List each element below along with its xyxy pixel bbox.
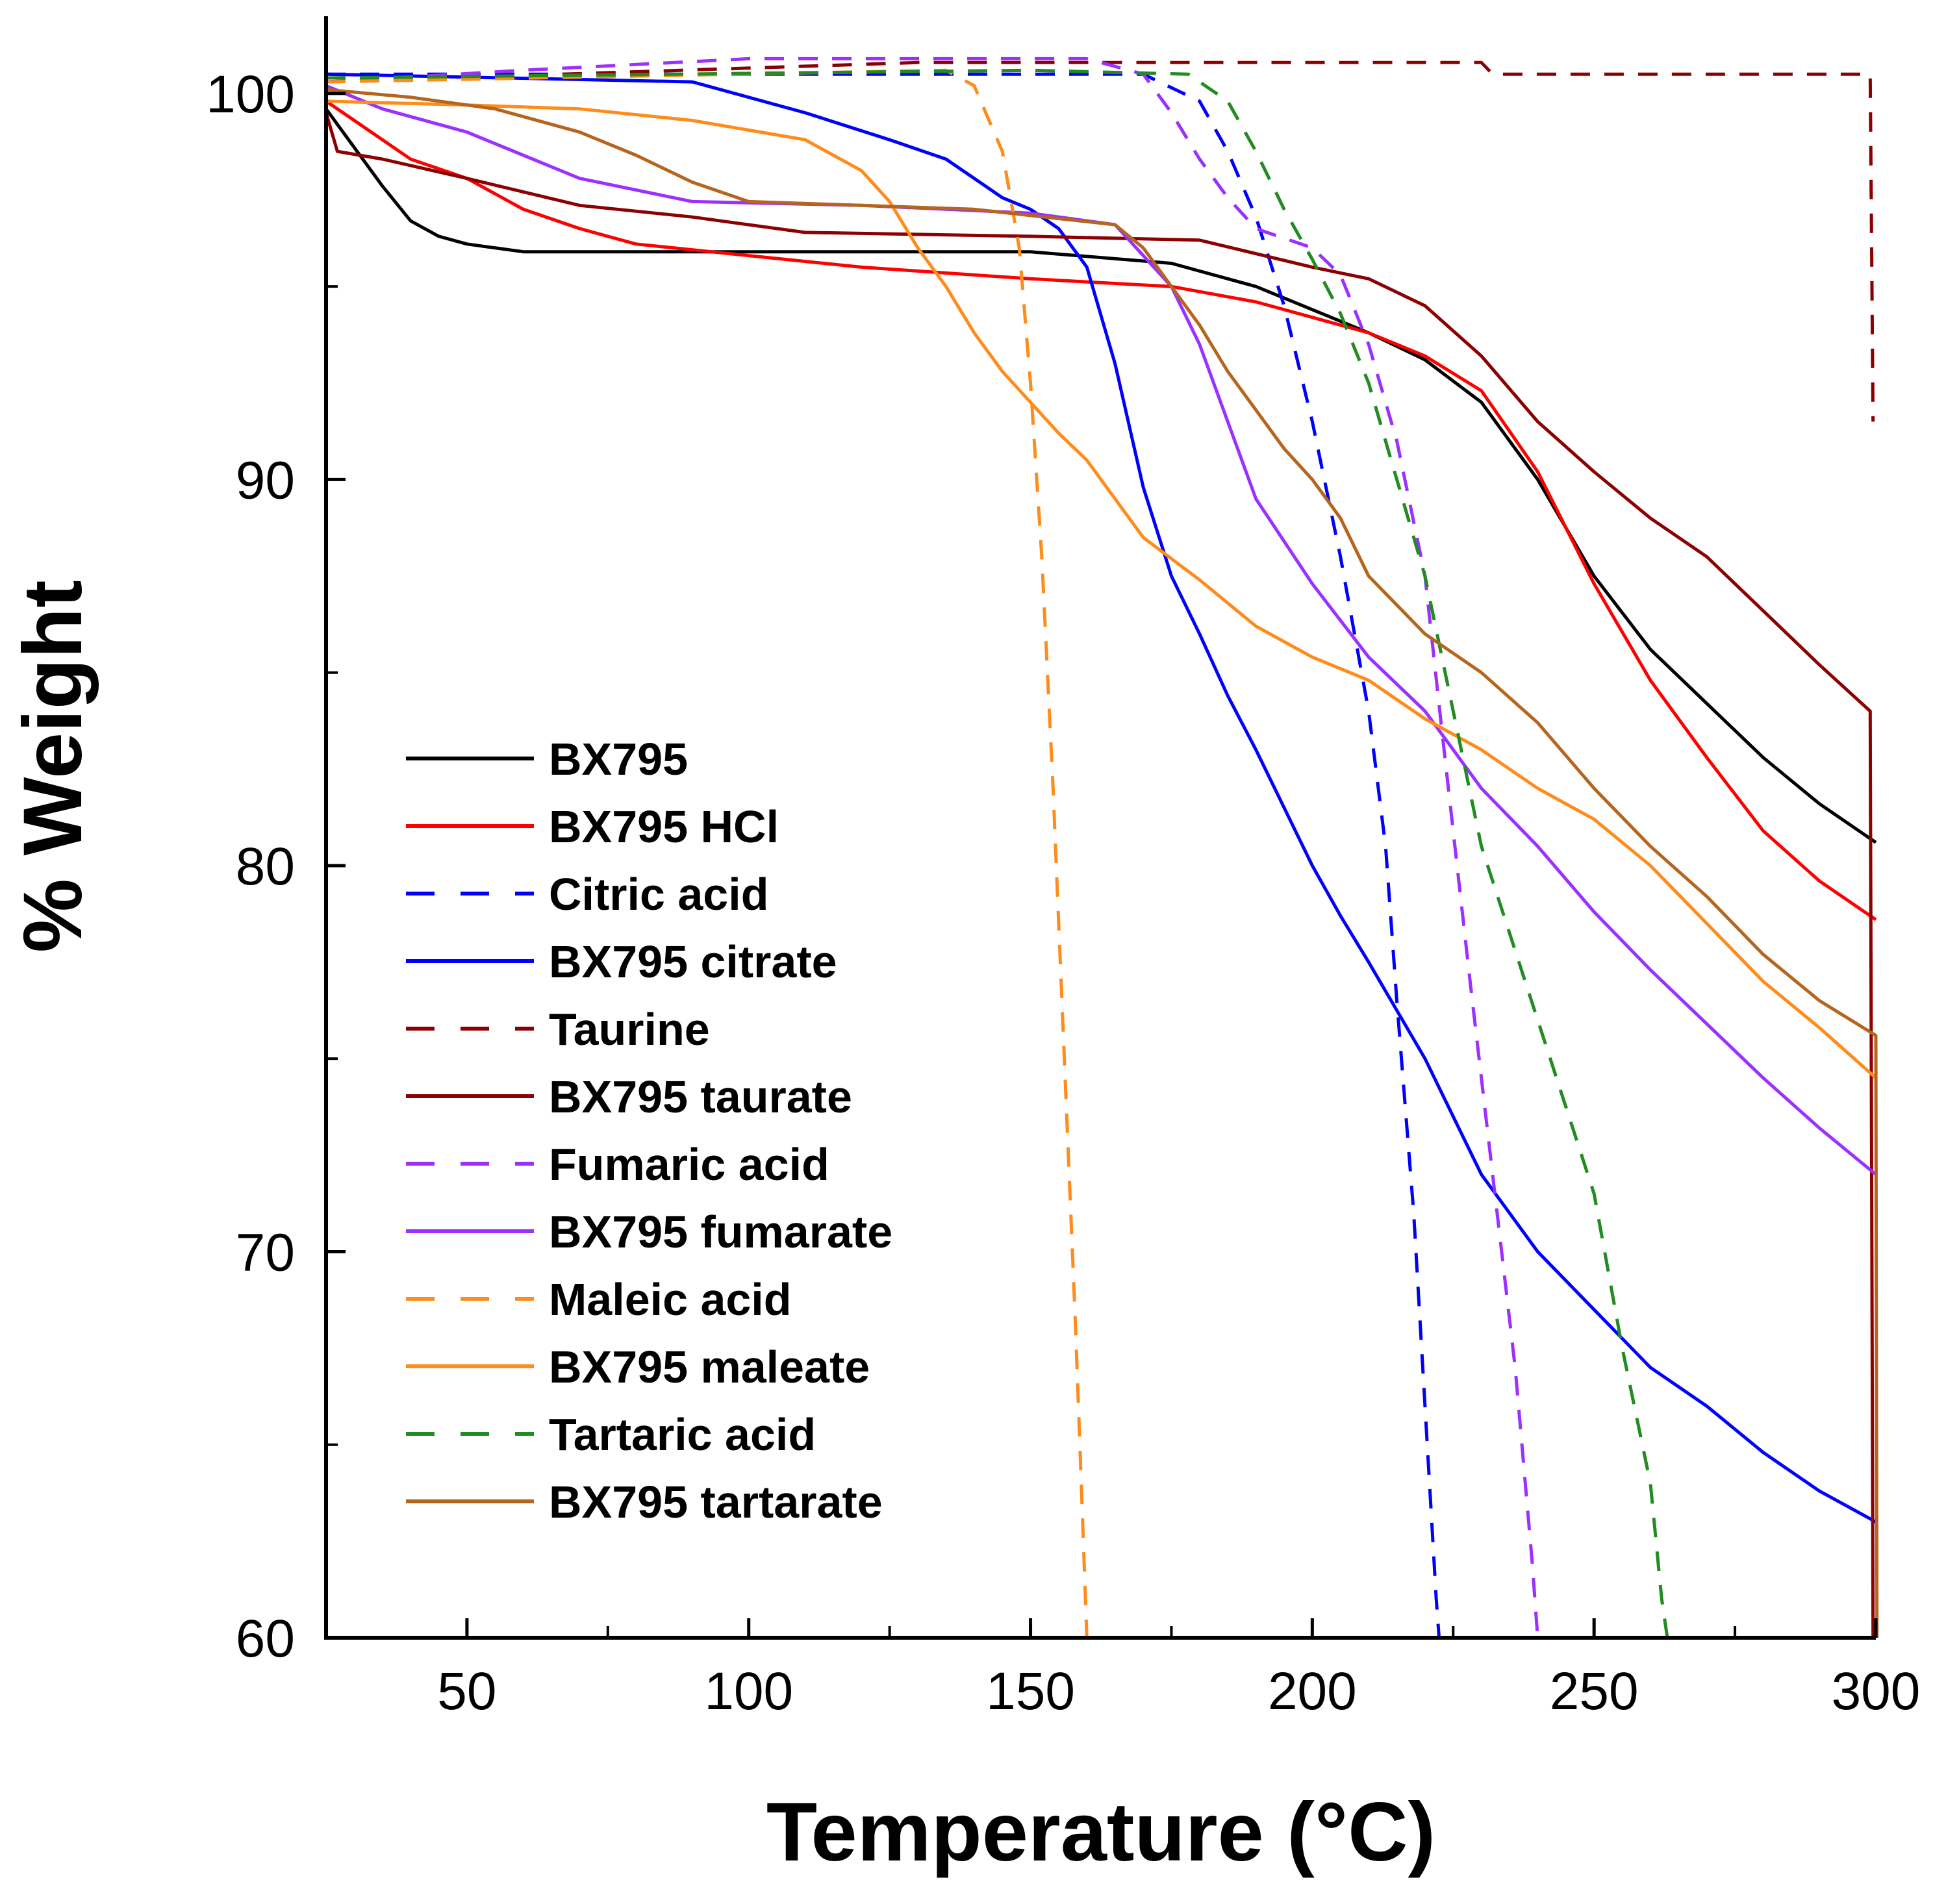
series-line-bx795: [324, 108, 1877, 844]
legend-label: BX795 citrate: [549, 936, 837, 987]
series-line-taurine: [325, 60, 1875, 422]
series-line-bx795-tartarate: [325, 88, 1879, 1638]
y-tick-label: 80: [236, 837, 295, 896]
legend-item-fumaric-acid: Fumaric acid: [406, 1139, 829, 1190]
legend-label: BX795 taurate: [549, 1071, 852, 1122]
legend-item-bx795-hcl: BX795 HCl: [406, 801, 779, 852]
series-line-tartaric-acid: [325, 68, 1669, 1638]
x-tick-label: 200: [1268, 1662, 1357, 1721]
legend-item-taurine: Taurine: [406, 1004, 710, 1055]
legend-label: Maleic acid: [549, 1274, 792, 1325]
legend-item-bx795-citrate: BX795 citrate: [406, 936, 837, 987]
x-tick-label: 100: [704, 1662, 793, 1721]
x-tick-label: 50: [437, 1662, 496, 1721]
titles-layer: Temperature (°C) % Weight: [6, 580, 1435, 1879]
y-axis-title: % Weight: [6, 580, 99, 953]
legend: BX795 BX795 HCl Citric acid BX795 citrate Ta…: [406, 734, 892, 1527]
legend-item-tartaric-acid: Tartaric acid: [406, 1409, 816, 1460]
legend-item-citric-acid: Citric acid: [406, 869, 768, 920]
series-line-fumaric-acid: [325, 56, 1539, 1638]
ticks-layer: 50 100 150 200 250 300 60 70 80 90 100: [206, 65, 1920, 1721]
x-tick-label: 300: [1832, 1662, 1921, 1721]
y-tick-label: 100: [206, 65, 295, 124]
legend-label: Tartaric acid: [549, 1409, 816, 1460]
legend-item-bx795-taurate: BX795 taurate: [406, 1071, 852, 1122]
legend-label: BX795 fumarate: [549, 1207, 892, 1257]
legend-label: Citric acid: [549, 869, 768, 920]
y-tick-label: 60: [236, 1609, 295, 1668]
series-line-bx795-fumarate: [325, 84, 1877, 1176]
series-layer: [324, 56, 1879, 1638]
legend-label: Fumaric acid: [549, 1139, 829, 1190]
series-line-bx795-citrate: [325, 72, 1877, 1523]
legend-item-bx795-tartarate: BX795 tartarate: [406, 1477, 883, 1527]
legend-label: BX795 tartarate: [549, 1477, 883, 1527]
y-tick-label: 90: [236, 451, 295, 510]
legend-label: BX795 HCl: [549, 801, 779, 852]
x-axis-title: Temperature (°C): [766, 1786, 1435, 1879]
series-line-citric-acid: [326, 72, 1441, 1638]
series-line-bx795-maleate: [325, 99, 1877, 1079]
x-tick-label: 250: [1550, 1662, 1639, 1721]
legend-label: BX795 maleate: [549, 1342, 870, 1392]
legend-label: Taurine: [549, 1004, 710, 1055]
legend-item-bx795-fumarate: BX795 fumarate: [406, 1207, 892, 1257]
y-tick-label: 70: [236, 1223, 295, 1282]
legend-item-bx795-maleate: BX795 maleate: [406, 1342, 870, 1392]
series-line-bx795-taurate: [324, 112, 1875, 1638]
legend-label: BX795: [549, 734, 688, 784]
legend-item-bx795: BX795: [406, 734, 688, 784]
x-tick-label: 150: [986, 1662, 1075, 1721]
series-line-maleic-acid: [325, 68, 1089, 1638]
legend-item-maleic-acid: Maleic acid: [406, 1274, 792, 1325]
series-line-bx795-hcl: [325, 99, 1877, 921]
